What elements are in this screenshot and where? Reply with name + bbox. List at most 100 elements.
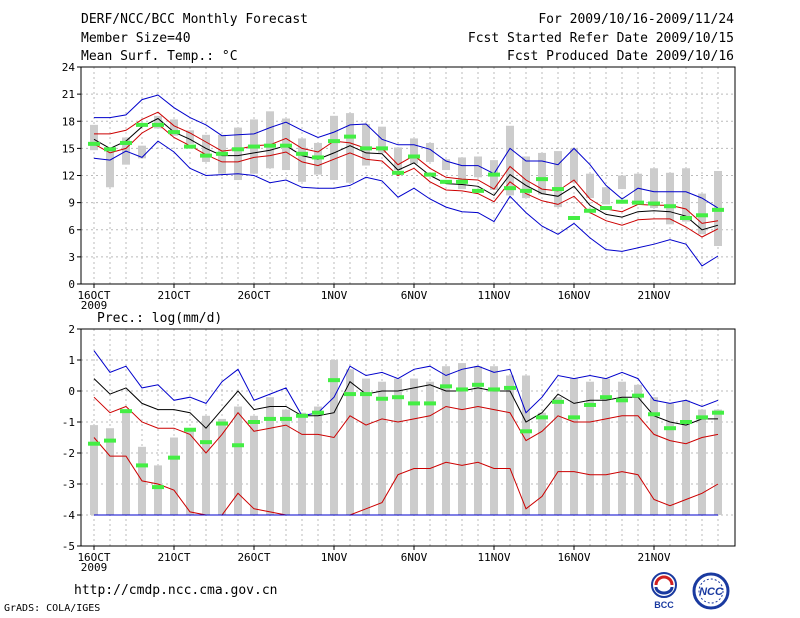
member-mean-mark [152, 485, 164, 490]
spread-bar [170, 437, 178, 515]
member-mean-mark [632, 200, 644, 205]
member-mean-mark [200, 440, 212, 445]
x-tick-label: 26OCT [237, 289, 270, 302]
spread-bar [426, 381, 434, 515]
grads-credit: GrADS: COLA/IGES [4, 603, 101, 614]
spread-bar [554, 397, 562, 515]
member-mean-mark [456, 179, 468, 184]
member-mean-mark [568, 415, 580, 420]
spread-bar [282, 409, 290, 515]
x-tick-label: 16OCT [77, 289, 110, 302]
x-tick-label: 11NOV [477, 289, 510, 302]
variable-label: Mean Surf. Temp.: °C [81, 49, 238, 64]
x-tick-label: 16NOV [557, 289, 590, 302]
y-tick-label: 6 [68, 224, 75, 237]
series-line-inner-lower [93, 437, 719, 516]
spread-bar [250, 415, 258, 515]
spread-bar [410, 378, 418, 515]
member-mean-mark [424, 401, 436, 406]
member-mean-mark [328, 139, 340, 144]
x-year-label: 2009 [81, 299, 108, 312]
member-mean-mark [184, 427, 196, 432]
member-mean-mark [136, 122, 148, 127]
spread-bar [714, 409, 722, 515]
spread-bar [106, 428, 114, 515]
ncc-logo: NCC [692, 572, 730, 610]
spread-bar [506, 125, 514, 196]
spread-bar [266, 111, 274, 169]
member-mean-mark [280, 416, 292, 421]
member-mean-mark [664, 426, 676, 431]
member-mean-mark [616, 199, 628, 204]
y-tick-label: 9 [68, 197, 75, 210]
x-tick-label: 16OCT [77, 551, 110, 564]
series-line-outer-upper [93, 350, 719, 417]
member-mean-mark [696, 415, 708, 420]
spread-bar [266, 397, 274, 515]
member-mean-mark [104, 438, 116, 443]
member-mean-mark [248, 144, 260, 149]
member-mean-mark [472, 188, 484, 193]
member-mean-mark [552, 399, 564, 404]
x-tick-label: 16NOV [557, 551, 590, 564]
x-tick-label: 1NOV [321, 551, 348, 564]
member-mean-mark [504, 385, 516, 390]
y-tick-label: 0 [68, 385, 75, 398]
spread-bar [298, 138, 306, 182]
member-mean-mark [600, 395, 612, 400]
member-mean-mark [536, 415, 548, 420]
member-mean-mark [712, 410, 724, 415]
member-mean-mark [504, 186, 516, 191]
spread-bar [618, 381, 626, 515]
spread-bar [442, 159, 450, 171]
member-mean-mark [472, 382, 484, 387]
x-tick-label: 6NOV [401, 551, 428, 564]
member-mean-mark [616, 398, 628, 403]
member-mean-mark [456, 387, 468, 392]
member-mean-mark [200, 153, 212, 158]
y-tick-label: 21 [62, 88, 75, 101]
x-tick-label: 1NOV [321, 289, 348, 302]
spread-bar [570, 378, 578, 515]
spread-bar [154, 115, 162, 129]
member-mean-mark [600, 206, 612, 211]
member-mean-mark [440, 384, 452, 389]
spread-bar [394, 378, 402, 515]
series-line-outer-lower [93, 140, 719, 267]
member-mean-mark [168, 455, 180, 460]
series-line-outer-upper [94, 94, 719, 209]
spread-bar [490, 366, 498, 515]
y-tick-label: 18 [62, 115, 75, 128]
spread-bar [682, 168, 690, 222]
spread-bar [378, 381, 386, 515]
series-line-inner-lower [93, 123, 719, 238]
member-mean-mark [136, 463, 148, 468]
y-tick-label: -1 [62, 416, 75, 429]
source-url[interactable]: http://cmdp.ncc.cma.gov.cn [74, 583, 278, 598]
member-mean-mark [296, 413, 308, 418]
spread-bar [106, 148, 114, 188]
member-mean-mark [680, 420, 692, 424]
spread-bar [138, 145, 146, 159]
x-tick-label: 26OCT [237, 551, 270, 564]
x-tick-label: 21NOV [637, 289, 670, 302]
member-mean-mark [536, 177, 548, 182]
member-mean-mark [104, 147, 116, 152]
ncc-logo-text: NCC [699, 586, 724, 598]
member-mean-mark [280, 143, 292, 148]
member-size: Member Size=40 [81, 31, 191, 46]
spread-bar [538, 152, 546, 195]
member-mean-mark [648, 412, 660, 417]
spread-bar [170, 119, 178, 136]
member-mean-mark [520, 429, 532, 434]
spread-bar [90, 425, 98, 515]
bcc-logo-text: BCC [654, 600, 674, 610]
y-tick-label: 24 [62, 61, 76, 74]
plot-frame [80, 328, 736, 547]
spread-bar [234, 127, 242, 181]
member-mean-mark [216, 151, 228, 156]
member-mean-mark [520, 188, 532, 193]
member-mean-mark [584, 208, 596, 213]
member-mean-mark [88, 441, 100, 446]
spread-bar [298, 412, 306, 515]
